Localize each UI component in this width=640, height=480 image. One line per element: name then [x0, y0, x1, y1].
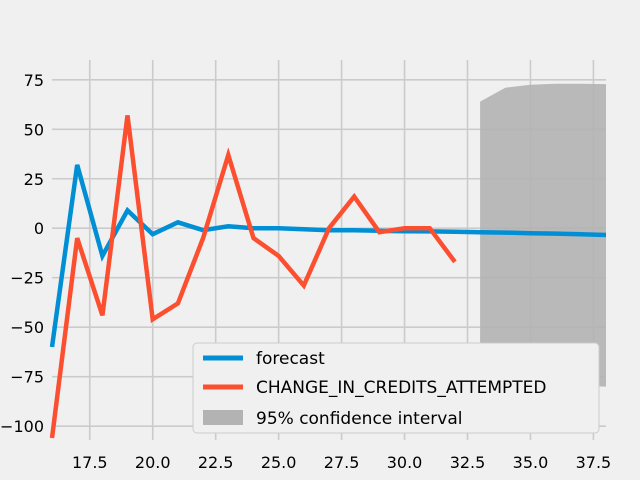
legend: forecast CHANGE_IN_CREDITS_ATTEMPTED 95%… — [192, 342, 600, 434]
series-line-credits — [49, 115, 457, 439]
legend-label-confidence: 95% confidence interval — [256, 409, 462, 429]
x-tick-label: 32.5 — [450, 453, 486, 472]
y-tick-label: 50 — [24, 120, 44, 139]
x-tick-label: 37.5 — [576, 453, 612, 472]
x-tick-label: 20.0 — [135, 453, 171, 472]
y-tick-label: −100 — [0, 417, 44, 436]
y-tick-label: −75 — [10, 368, 44, 387]
x-tick-label: 35.0 — [513, 453, 549, 472]
legend-label-credits: CHANGE_IN_CREDITS_ATTEMPTED — [256, 378, 547, 398]
legend-swatch-confidence — [203, 410, 243, 425]
legend-label-forecast: forecast — [256, 349, 325, 369]
x-tick-label: 17.5 — [72, 453, 108, 472]
legend-box — [192, 342, 600, 434]
series-lines — [49, 115, 607, 439]
x-tick-label: 27.5 — [324, 453, 360, 472]
x-axis-ticks: 17.5 20.0 22.5 25.0 27.5 30.0 32.5 35.0 37.5 — [72, 453, 611, 472]
y-tick-label: −25 — [10, 269, 44, 288]
y-tick-label: −50 — [10, 318, 44, 337]
x-tick-label: 22.5 — [198, 453, 234, 472]
y-tick-label: 0 — [34, 219, 44, 238]
x-tick-label: 25.0 — [261, 453, 297, 472]
y-tick-label: 75 — [24, 71, 44, 90]
y-tick-label: 25 — [24, 170, 44, 189]
x-tick-label: 30.0 — [387, 453, 423, 472]
y-axis-ticks: 75 50 25 0 −25 −50 −75 −100 — [0, 71, 44, 436]
